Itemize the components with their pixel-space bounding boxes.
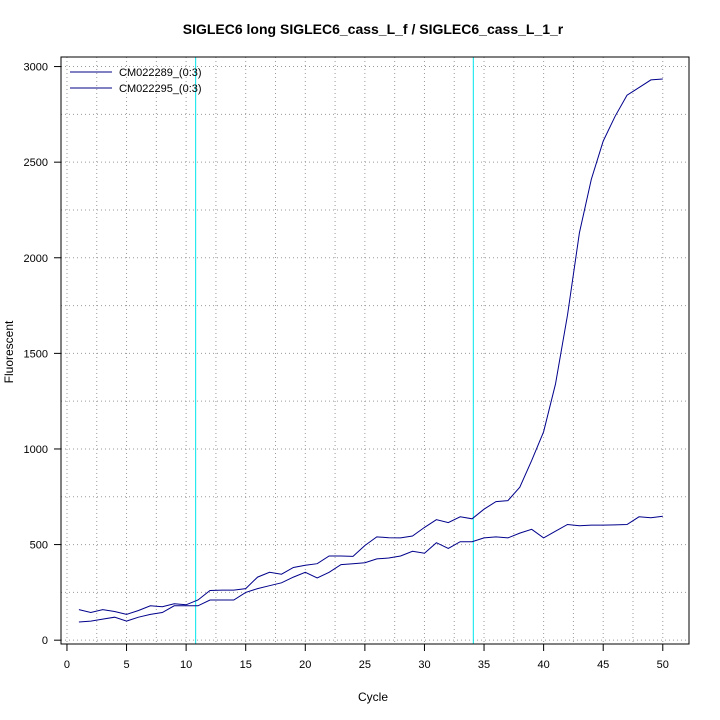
y-tick-label: 1500 [24,348,48,360]
threshold-lines [195,57,474,644]
x-tick-label: 35 [478,659,490,671]
series-line-2 [78,515,663,623]
legend: CM022289_(0:3) CM022295_(0:3) [70,67,202,95]
x-tick-label: 0 [64,659,70,671]
x-tick-label: 50 [657,659,669,671]
grid [61,57,689,644]
y-tick-label: 2000 [24,253,48,265]
y-tick-label: 3000 [24,62,48,74]
series-line-1 [78,78,663,615]
x-tick-label: 40 [537,659,549,671]
y-tick-label: 500 [30,540,48,552]
chart-title: SIGLEC6 long SIGLEC6_cass_L_f / SIGLEC6_… [183,21,564,37]
x-tick-label: 30 [418,659,430,671]
x-tick-label: 10 [180,659,192,671]
x-tick-label: 5 [123,659,129,671]
x-tick-label: 45 [597,659,609,671]
x-axis: 0 5 10 15 20 25 30 35 40 45 50 [64,644,669,671]
legend-label-2: CM022295_(0:3) [119,83,202,95]
y-tick-label: 1000 [24,444,48,456]
x-tick-label: 20 [299,659,311,671]
series-lines [78,78,663,623]
x-tick-label: 15 [240,659,252,671]
plot-frame [60,56,690,645]
x-tick-label: 25 [359,659,371,671]
x-axis-label: Cycle [358,690,388,704]
y-axis-label: Fluorescent [2,320,16,383]
y-tick-label: 2500 [24,157,48,169]
legend-label-1: CM022289_(0:3) [119,67,202,79]
y-tick-label: 0 [42,635,48,647]
y-axis: 0 500 1000 1500 2000 2500 3000 [24,62,61,647]
